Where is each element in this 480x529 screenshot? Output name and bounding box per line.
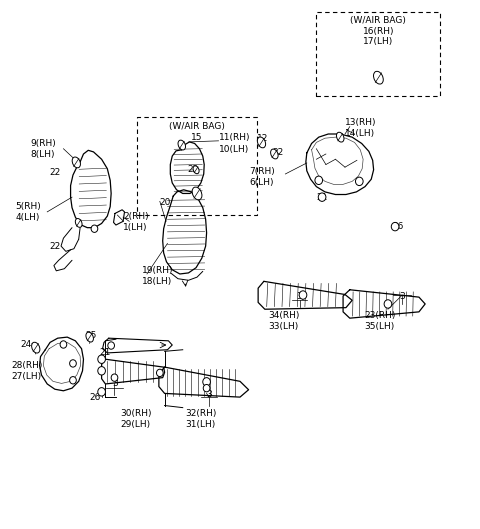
Text: 26: 26 (90, 393, 101, 402)
Circle shape (299, 291, 307, 299)
Text: 23(RH)
35(LH): 23(RH) 35(LH) (364, 311, 396, 331)
Ellipse shape (193, 166, 199, 174)
Text: 28(RH)
27(LH): 28(RH) 27(LH) (11, 361, 42, 381)
Ellipse shape (336, 132, 344, 142)
Text: 22: 22 (273, 149, 284, 158)
Text: 25: 25 (85, 331, 96, 340)
Text: 21: 21 (316, 193, 328, 202)
Circle shape (98, 367, 106, 375)
Text: 11(RH)
10(LH): 11(RH) 10(LH) (218, 133, 250, 153)
Circle shape (98, 355, 106, 363)
Ellipse shape (373, 71, 383, 84)
Circle shape (108, 342, 115, 349)
Text: 2(RH)
1(LH): 2(RH) 1(LH) (123, 212, 149, 232)
Circle shape (203, 385, 210, 392)
Circle shape (356, 177, 363, 186)
Circle shape (91, 225, 98, 232)
Text: 20: 20 (159, 198, 170, 207)
Ellipse shape (32, 342, 40, 353)
Ellipse shape (75, 218, 82, 227)
Text: 21: 21 (99, 348, 110, 357)
Text: 3: 3 (297, 291, 302, 300)
Text: 3: 3 (399, 291, 405, 300)
Circle shape (318, 193, 326, 202)
Text: 22: 22 (49, 168, 60, 177)
Text: 32(RH)
31(LH): 32(RH) 31(LH) (185, 408, 216, 428)
Text: 3: 3 (112, 379, 118, 388)
Text: 22: 22 (188, 165, 199, 174)
Circle shape (60, 341, 67, 348)
Ellipse shape (178, 140, 186, 150)
Circle shape (70, 377, 76, 384)
Circle shape (98, 388, 106, 396)
Text: 22: 22 (49, 242, 60, 251)
Circle shape (384, 300, 392, 308)
Ellipse shape (271, 149, 278, 159)
Text: 13(RH)
14(LH): 13(RH) 14(LH) (345, 117, 376, 138)
Circle shape (156, 369, 163, 377)
Text: (W/AIR BAG)
16(RH)
17(LH): (W/AIR BAG) 16(RH) 17(LH) (350, 16, 407, 46)
Text: 19(RH)
18(LH): 19(RH) 18(LH) (142, 266, 174, 286)
Ellipse shape (86, 332, 94, 342)
Text: 3: 3 (206, 390, 212, 399)
Circle shape (315, 176, 323, 185)
Circle shape (391, 222, 399, 231)
Circle shape (111, 374, 118, 381)
Ellipse shape (257, 137, 265, 148)
Circle shape (203, 378, 210, 386)
Text: 12: 12 (257, 134, 268, 143)
Text: 9(RH)
8(LH): 9(RH) 8(LH) (30, 139, 56, 159)
Ellipse shape (72, 157, 81, 168)
Text: 34(RH)
33(LH): 34(RH) 33(LH) (269, 311, 300, 331)
Text: 26: 26 (393, 222, 404, 231)
Text: 5(RH)
4(LH): 5(RH) 4(LH) (16, 202, 41, 222)
Text: 7(RH)
6(LH): 7(RH) 6(LH) (250, 167, 276, 187)
Text: 30(RH)
29(LH): 30(RH) 29(LH) (120, 408, 152, 428)
Circle shape (70, 360, 76, 367)
Text: (W/AIR BAG)
15: (W/AIR BAG) 15 (169, 122, 225, 142)
Text: 24: 24 (21, 340, 32, 349)
Ellipse shape (192, 187, 202, 200)
